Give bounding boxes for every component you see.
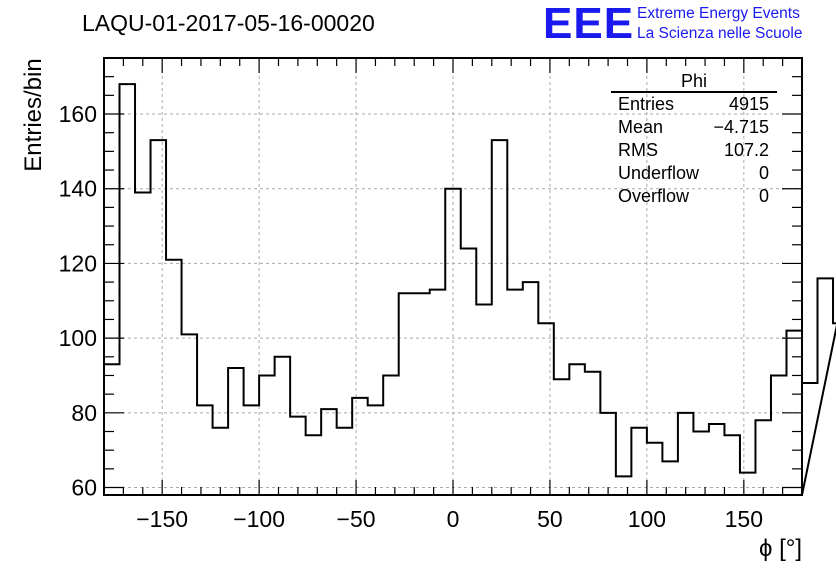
stats-row: Underflow 0 [611, 162, 777, 185]
y-tick-label: 80 [71, 400, 97, 426]
x-tick-label: −50 [337, 506, 376, 532]
stats-label: Overflow [618, 186, 690, 206]
x-tick-label: 50 [537, 506, 563, 532]
histogram [103, 83, 836, 496]
stats-value: −4.715 [713, 117, 769, 137]
stats-label: RMS [618, 140, 658, 160]
y-tick-label: 60 [71, 475, 97, 501]
ticks [104, 58, 802, 495]
stats-row: Entries 4915 [611, 93, 777, 116]
stats-value: 0 [758, 186, 769, 206]
x-tick-label: 0 [447, 506, 460, 532]
stats-label: Entries [618, 94, 675, 114]
y-tick-label: 140 [59, 176, 97, 202]
x-tick-label: 100 [628, 506, 666, 532]
x-tick-label: −150 [136, 506, 188, 532]
logo-line-1: Extreme Energy Events [637, 5, 800, 22]
stats-box: Phi Entries 4915 Mean −4.715 RMS 107.2 Underfl… [611, 72, 777, 208]
stats-row: RMS 107.2 [611, 139, 777, 162]
tick-labels: −150 −100 −50 0 50 100 150 60 80 100 120 140 160 [59, 101, 763, 532]
y-axis-label: Entries/bin [20, 58, 47, 172]
histogram-outline [103, 83, 836, 496]
x-axis-label: ϕ [°] [758, 535, 802, 562]
stats-label: Underflow [618, 163, 700, 183]
stats-rows: Entries 4915 Mean −4.715 RMS 107.2 Underflow 0 O… [611, 93, 777, 208]
x-tick-label: −100 [233, 506, 285, 532]
y-tick-label: 120 [59, 250, 97, 276]
eee-logo: EEE [543, 0, 635, 48]
stats-value: 107.2 [723, 140, 769, 160]
stats-title: Phi [611, 72, 777, 93]
chart-title: LAQU-01-2017-05-16-00020 [82, 10, 375, 36]
stats-row: Mean −4.715 [611, 116, 777, 139]
stats-value: 0 [758, 163, 769, 183]
stats-label: Mean [618, 117, 664, 137]
stats-value: 4915 [728, 94, 769, 114]
logo-line-2: La Scienza nelle Scuole [637, 25, 803, 42]
x-tick-label: 150 [725, 506, 763, 532]
y-tick-label: 100 [59, 325, 97, 351]
stats-row: Overflow 0 [611, 185, 777, 208]
y-tick-label: 160 [59, 101, 97, 127]
